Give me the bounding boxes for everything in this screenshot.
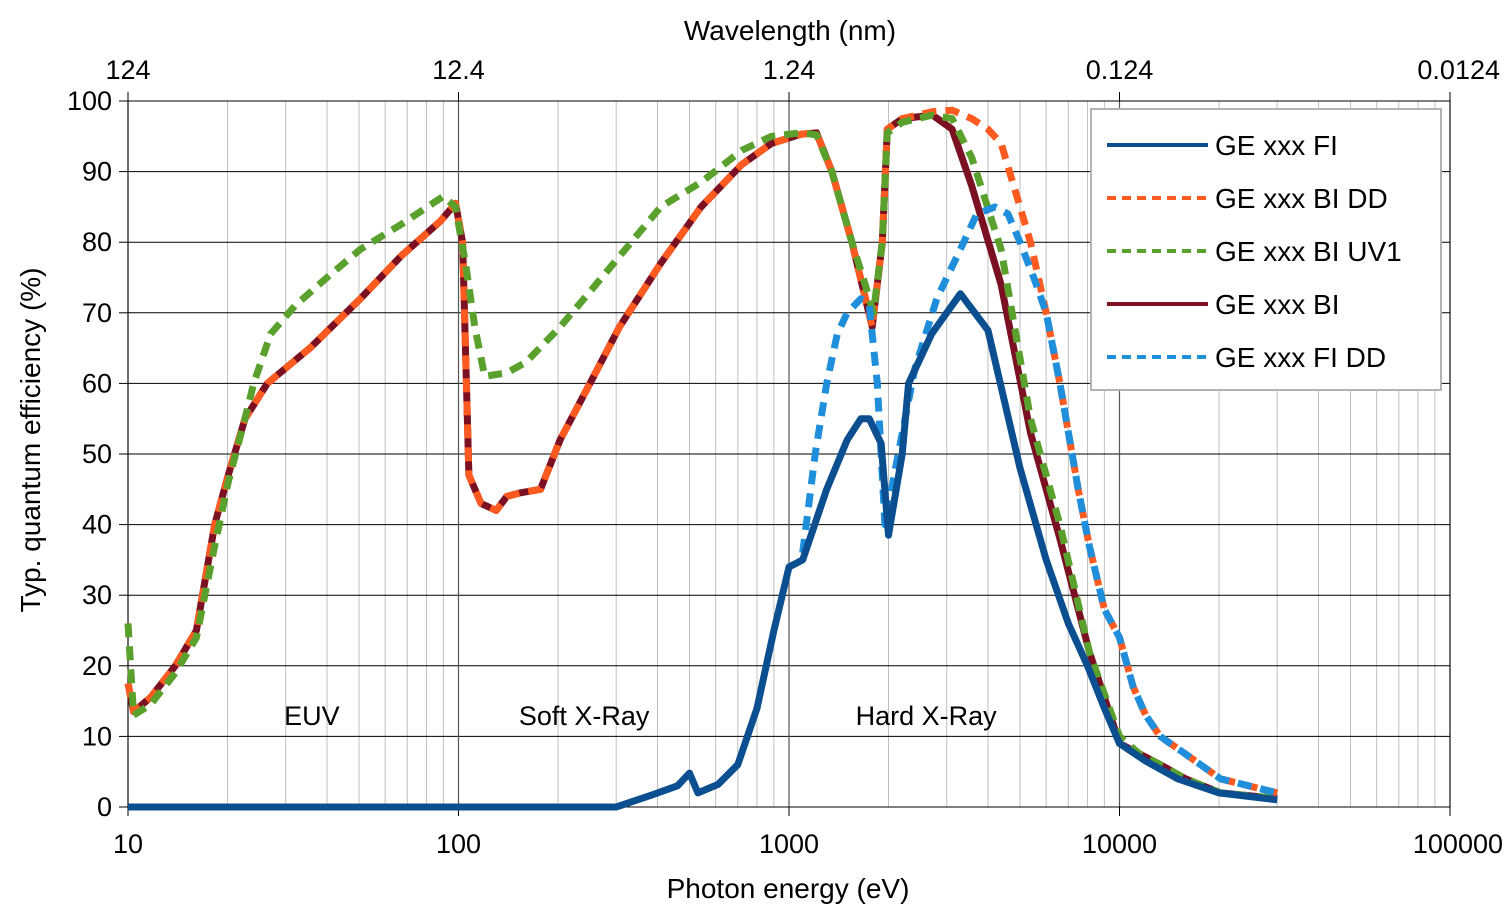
x2-tick-label: 1.24 <box>763 55 816 85</box>
x-tick-label: 100000 <box>1413 829 1503 859</box>
y-tick-label: 100 <box>67 86 112 116</box>
region-label: EUV <box>284 701 340 731</box>
region-label: Soft X-Ray <box>519 701 650 731</box>
series-line-ge-xxx-bi-uv1 <box>124 111 1278 802</box>
y-tick-label: 0 <box>97 792 112 822</box>
series-line-ge-xxx-fi-dd <box>799 203 1279 797</box>
x2-tick-labels: 124 12.4 1.24 0.124 0.0124 <box>105 55 1500 85</box>
y-tick-label: 60 <box>82 368 112 398</box>
data-series <box>124 106 1279 811</box>
region-annotations: EUV Soft X-Ray Hard X-Ray <box>284 701 997 731</box>
legend-label: GE xxx BI <box>1215 289 1339 320</box>
y-tick-label: 40 <box>82 510 112 540</box>
axis-ticks <box>119 92 1451 816</box>
legend-box <box>1090 108 1442 391</box>
y-tick-label: 50 <box>82 439 112 469</box>
y-axis-title: Typ. quantum efficiency (%) <box>15 268 46 613</box>
x-tick-label: 1000 <box>759 829 819 859</box>
x2-tick-label: 124 <box>105 55 150 85</box>
y-tick-label: 10 <box>82 721 112 751</box>
x-axis-title: Photon energy (eV) <box>667 873 910 904</box>
y-tick-label: 20 <box>82 651 112 681</box>
x-tick-label: 10 <box>113 829 143 859</box>
x2-axis-title: Wavelength (nm) <box>684 15 896 46</box>
x-tick-label: 100 <box>436 829 481 859</box>
y-tick-label: 80 <box>82 227 112 257</box>
x2-tick-label: 0.0124 <box>1417 55 1500 85</box>
x2-tick-label: 0.124 <box>1086 55 1154 85</box>
legend-label: GE xxx BI DD <box>1215 183 1388 214</box>
y-tick-label: 30 <box>82 580 112 610</box>
x-tick-labels: 10 100 1000 10000 100000 <box>113 829 1503 859</box>
y-tick-label: 70 <box>82 298 112 328</box>
y-tick-label: 90 <box>82 157 112 187</box>
y-tick-labels: 0 10 20 30 40 50 60 70 80 90 100 <box>67 86 112 822</box>
region-label: Hard X-Ray <box>856 701 998 731</box>
legend-label: GE xxx BI UV1 <box>1215 236 1402 267</box>
x-tick-label: 10000 <box>1082 829 1157 859</box>
series-line-ge-xxx-fi <box>128 290 1278 811</box>
x2-tick-label: 12.4 <box>432 55 485 85</box>
legend-label: GE xxx FI <box>1215 130 1338 161</box>
legend: GE xxx FI GE xxx BI DD GE xxx BI UV1 GE xxx… <box>1090 108 1442 391</box>
legend-label: GE xxx FI DD <box>1215 342 1386 373</box>
